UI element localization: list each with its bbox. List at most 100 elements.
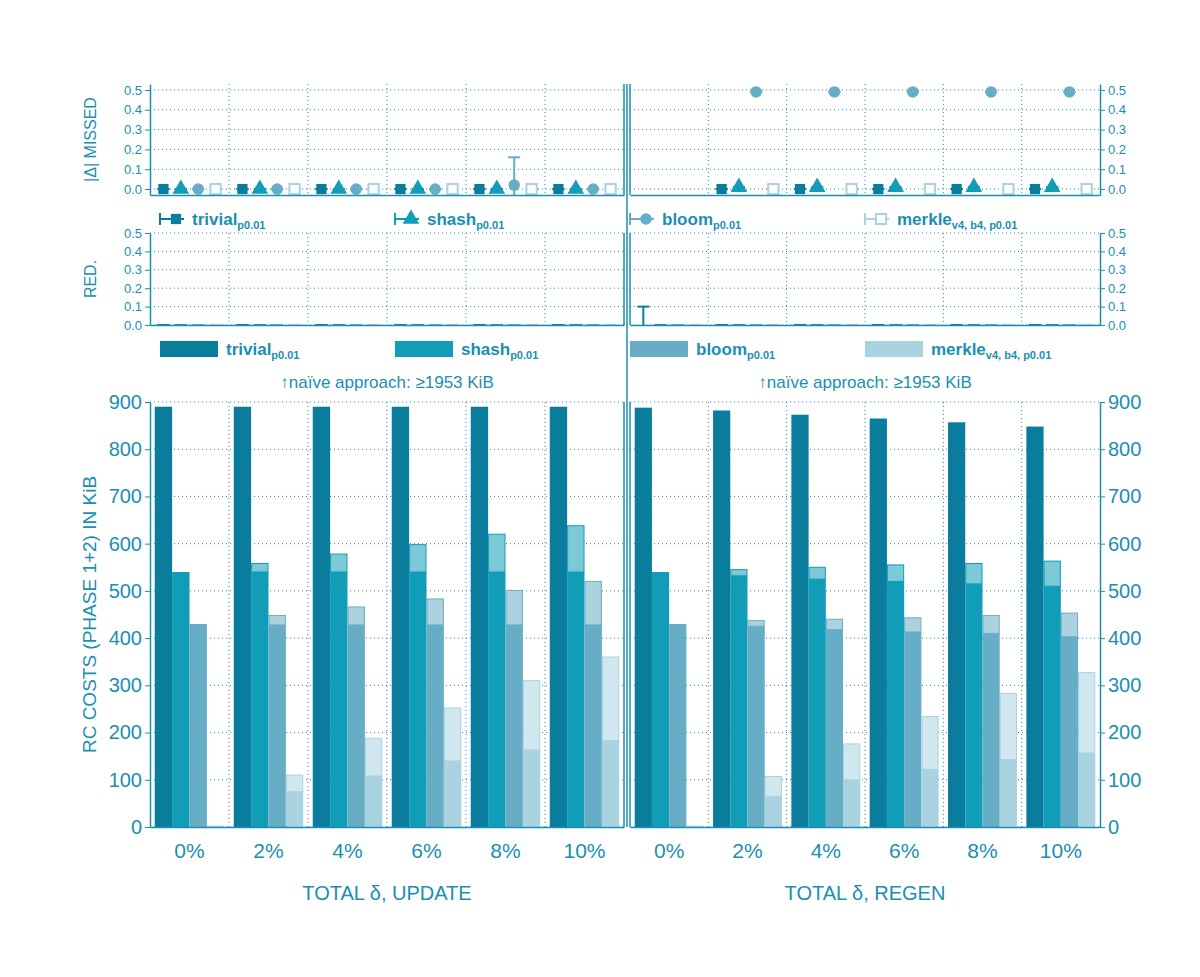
bar	[251, 572, 268, 827]
legend-item: shashp0.01	[395, 340, 538, 361]
tick-mark	[1100, 638, 1105, 639]
marker	[395, 184, 405, 194]
tick-mark	[1100, 90, 1105, 91]
marker	[952, 184, 962, 194]
tick-mark	[1100, 325, 1105, 326]
tick-label: 8%	[490, 839, 520, 862]
bar	[427, 625, 444, 827]
group-divider	[308, 84, 309, 195]
group-divider	[229, 84, 230, 195]
tick: 4%	[332, 827, 362, 862]
legend-name: merkle	[931, 340, 986, 359]
legend: trivialp0.01shashp0.01bloomp0.01merklev4…	[160, 209, 1017, 231]
y-axis-line	[150, 403, 152, 828]
bar	[471, 407, 488, 827]
panel-edge	[623, 233, 625, 325]
tick: 100	[109, 769, 150, 791]
bar	[983, 633, 1000, 827]
tick: 0	[131, 816, 150, 838]
marks	[155, 407, 620, 827]
legend-marker	[640, 213, 652, 225]
panel-divider	[626, 84, 628, 827]
bar-upper	[568, 526, 584, 572]
tick: 6%	[411, 827, 441, 862]
marker	[795, 184, 805, 194]
legend-label: shashp0.01	[461, 340, 538, 361]
bar	[843, 780, 860, 827]
bar-upper	[1044, 561, 1060, 586]
x-axis	[631, 195, 1101, 196]
bar-upper	[1027, 426, 1043, 427]
tick-label: 0.2	[124, 142, 142, 157]
panel-edge	[623, 402, 625, 827]
group-divider	[1021, 402, 1022, 827]
tick-label: 100	[109, 769, 142, 791]
grid-line	[630, 149, 1100, 150]
tick: 0.4	[124, 244, 150, 259]
legend-label: merklev4, b4, p0.01	[897, 210, 1017, 231]
legend-item: bloomp0.01	[630, 340, 775, 361]
bar-upper	[966, 564, 982, 584]
tick-mark	[145, 130, 150, 131]
tick-mark	[1100, 169, 1105, 170]
bar-upper	[234, 406, 250, 407]
tick-mark	[1100, 544, 1105, 545]
x-axis	[151, 325, 625, 326]
tick: 0.4	[1100, 244, 1126, 259]
grid	[150, 233, 624, 325]
tick: 400	[1100, 627, 1141, 649]
bar	[1000, 759, 1017, 827]
panel: 01002003004005006007008009000%2%4%6%8%10…	[630, 373, 1141, 904]
legend-name: bloom	[662, 210, 713, 229]
tick-mark	[1100, 251, 1105, 252]
tick: 6%	[889, 827, 919, 862]
group-divider	[545, 84, 546, 195]
tick-label: 0.4	[1108, 244, 1126, 259]
tick-label: 0.3	[1108, 262, 1126, 277]
bar	[365, 776, 382, 827]
bar	[765, 796, 782, 827]
bar	[948, 422, 965, 827]
tick: 0.1	[1100, 162, 1126, 177]
tick-label: 0.2	[1108, 142, 1126, 157]
marker	[553, 184, 563, 194]
bar	[172, 572, 189, 827]
grid-line	[630, 109, 1100, 110]
bar-upper	[471, 406, 487, 407]
legend: trivialp0.01shashp0.01bloomp0.01merklev4…	[160, 340, 1051, 361]
bar	[887, 581, 904, 827]
bar-upper	[826, 619, 842, 629]
legend-cap	[394, 213, 396, 225]
bar-upper	[550, 406, 566, 407]
tick-label: 6%	[411, 839, 441, 862]
legend-subscript: v4, b4, p0.01	[952, 219, 1017, 231]
tick-label: 900	[109, 391, 142, 413]
panel: 0.00.10.20.30.40.5	[124, 226, 625, 333]
tick-label: 0.1	[1108, 299, 1126, 314]
bar	[444, 761, 461, 827]
tick-label: 100	[1108, 769, 1141, 791]
marker	[1030, 184, 1040, 194]
bar-upper	[983, 615, 999, 633]
tick: 900	[1100, 391, 1141, 413]
legend-swatch	[630, 341, 688, 357]
tick-mark	[1100, 685, 1105, 686]
group-divider	[865, 233, 866, 325]
tick: 0.2	[124, 142, 150, 157]
panel-edge	[629, 84, 631, 195]
error-bar	[637, 307, 649, 325]
group-divider	[943, 233, 944, 325]
tick-mark	[1100, 288, 1105, 289]
bar-upper	[748, 621, 764, 627]
legend-cap	[159, 213, 161, 225]
tick-mark	[1100, 149, 1105, 150]
tick: 0.3	[124, 262, 150, 277]
tick: 10%	[1040, 827, 1082, 862]
tick-label: 0	[1108, 816, 1119, 838]
tick: 10%	[563, 827, 605, 862]
bar	[1061, 637, 1078, 827]
group-divider	[943, 402, 944, 827]
tick-label: 800	[1108, 438, 1141, 460]
bar	[234, 407, 251, 827]
marker	[985, 86, 997, 98]
